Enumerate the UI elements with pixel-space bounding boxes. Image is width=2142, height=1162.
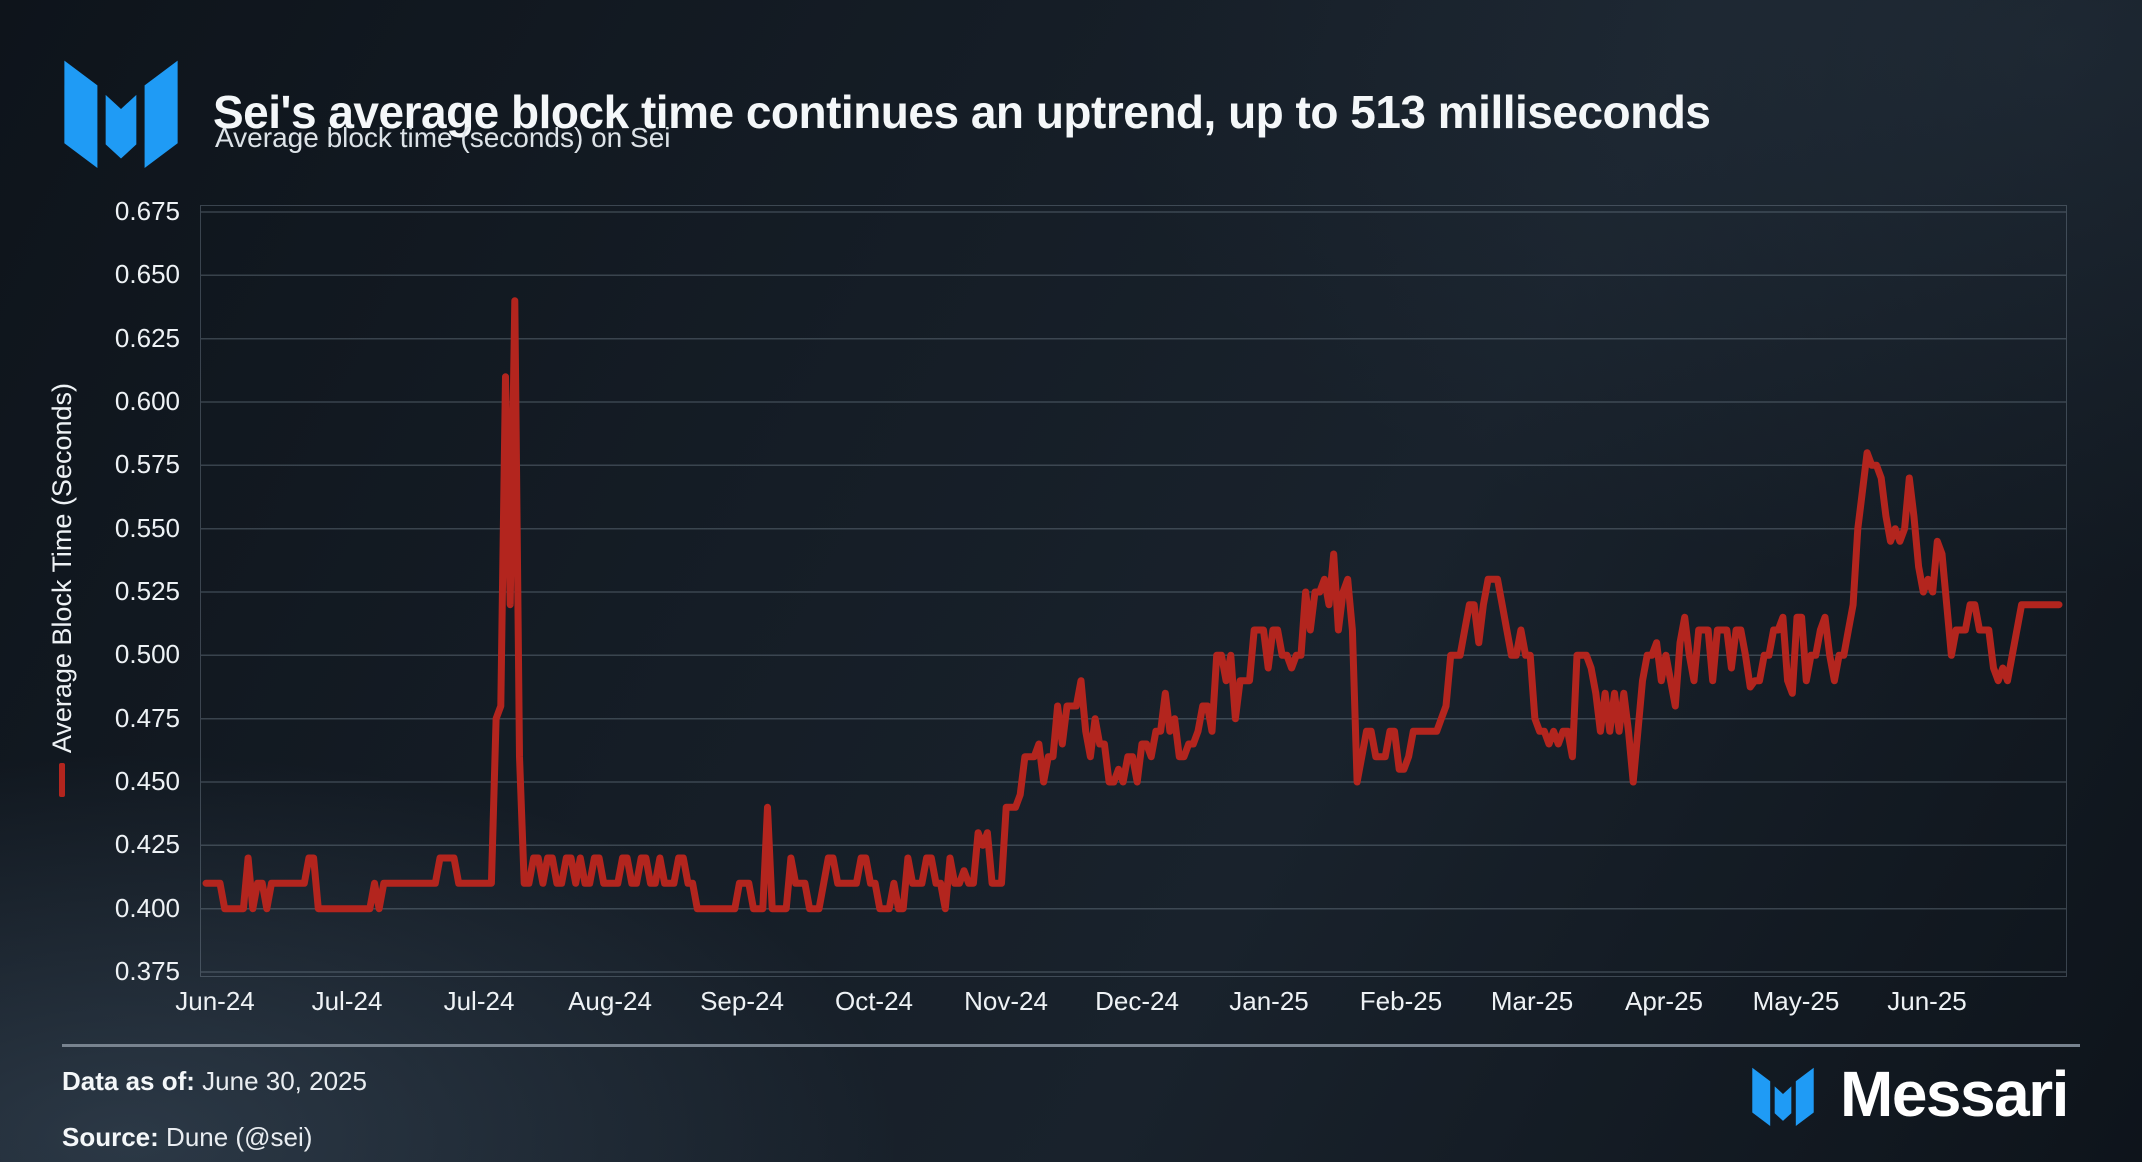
y-tick-label: 0.625 xyxy=(114,323,180,353)
data-as-of-label: Data as of: xyxy=(62,1066,195,1096)
y-tick-label: 0.675 xyxy=(114,196,180,226)
page-subtitle: Average block time (seconds) on Sei xyxy=(215,122,671,153)
series-line xyxy=(202,297,2063,913)
messari-logo-icon xyxy=(1752,1067,1814,1126)
y-tick-label: 0.375 xyxy=(114,956,180,986)
data-as-of-value: June 30, 2025 xyxy=(202,1066,367,1096)
x-tick-label: Jul-24 xyxy=(311,986,383,1016)
y-tick-label: 0.425 xyxy=(114,829,180,859)
source-value: Dune (@sei) xyxy=(166,1122,313,1152)
x-tick-label: Oct-24 xyxy=(834,986,914,1016)
x-tick-label: Jun-25 xyxy=(1887,986,1967,1016)
y-tick-label: 0.450 xyxy=(114,766,180,796)
y-tick-label: 0.575 xyxy=(114,449,180,479)
x-axis-tick-labels: Jun-24 Jul-24 Jul-24 Aug-24 Sep-24 Oct-24 Nov-… xyxy=(175,986,2066,1026)
y-tick-label: 0.650 xyxy=(114,259,180,289)
y-axis-tick-labels: 0.675 0.650 0.625 0.600 0.575 0.550 0.525 0.500… xyxy=(0,196,190,986)
x-tick-label: Jun-24 xyxy=(175,986,255,1016)
y-tick-label: 0.600 xyxy=(114,386,180,416)
x-tick-label: Sep-24 xyxy=(700,986,784,1016)
x-tick-label: May-25 xyxy=(1752,986,1840,1016)
data-as-of-line: Data as of: June 30, 2025 xyxy=(62,1066,367,1097)
y-tick-label: 0.400 xyxy=(114,893,180,923)
series-legend-marker xyxy=(59,763,65,798)
y-tick-label: 0.525 xyxy=(114,576,180,606)
y-axis-title-group: Average Block Time (Seconds) xyxy=(40,205,84,975)
y-tick-label: 0.500 xyxy=(114,639,180,669)
page-title: Sei's average block time continues an up… xyxy=(213,85,1711,138)
x-tick-label: Jan-25 xyxy=(1229,986,1309,1016)
footer-divider xyxy=(62,1044,2080,1047)
messari-wordmark: Messari xyxy=(1840,1058,2069,1130)
x-tick-label: Feb-25 xyxy=(1359,986,1443,1016)
x-tick-label: Nov-24 xyxy=(964,986,1048,1016)
x-tick-label: Mar-25 xyxy=(1490,986,1574,1016)
line-chart-plot-area xyxy=(200,205,2067,977)
block-time-line-chart xyxy=(201,211,2066,973)
y-tick-label: 0.550 xyxy=(114,513,180,543)
x-tick-label: Aug-24 xyxy=(568,986,652,1016)
source-label: Source: xyxy=(62,1122,159,1152)
x-tick-label: Jul-24 xyxy=(443,986,515,1016)
x-tick-label: Apr-25 xyxy=(1624,986,1704,1016)
source-line: Source: Dune (@sei) xyxy=(62,1122,312,1153)
y-tick-label: 0.475 xyxy=(114,703,180,733)
x-tick-label: Dec-24 xyxy=(1095,986,1179,1016)
messari-logo-icon xyxy=(64,60,178,168)
messari-brand-lockup: Messari xyxy=(1750,1058,2069,1130)
